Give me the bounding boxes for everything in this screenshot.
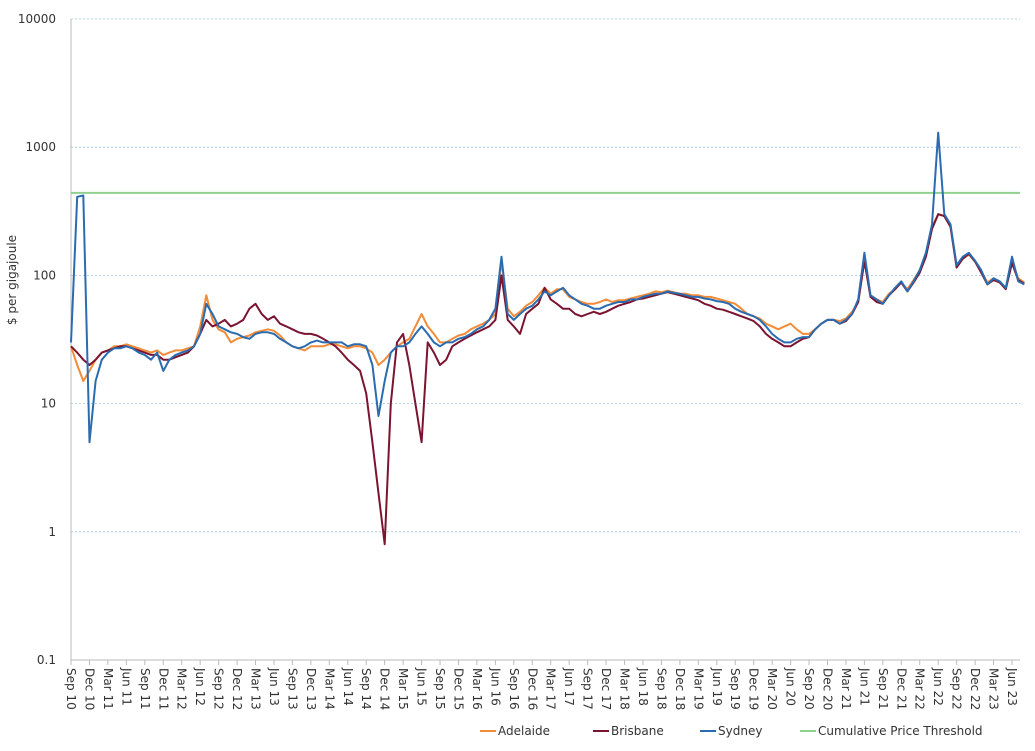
x-tick-label: Sep 20 — [802, 668, 816, 710]
x-tick-label: Jun 17 — [562, 667, 576, 706]
x-tick-label: Sep 19 — [728, 668, 742, 710]
x-tick-label: Dec 15 — [451, 668, 465, 710]
x-tick-label: Dec 12 — [230, 668, 244, 710]
x-tick-label: Sep 17 — [581, 668, 595, 710]
x-tick-label: Dec 14 — [378, 668, 392, 710]
x-tick-label: Mar 14 — [322, 668, 336, 710]
x-tick-label: Mar 16 — [470, 668, 484, 710]
x-tick-label: Jun 13 — [267, 667, 281, 706]
legend-label: Adelaide — [498, 724, 550, 738]
x-tick-label: Mar 23 — [987, 668, 1001, 710]
x-tick-label: Dec 10 — [82, 668, 96, 710]
x-tick-label: Sep 10 — [64, 668, 78, 710]
y-tick-label: 1000 — [25, 140, 56, 154]
series-line — [70, 131, 1025, 444]
x-tick-label: Sep 15 — [433, 668, 447, 710]
x-tick-label: Sep 16 — [507, 668, 521, 710]
x-tick-label: Sep 22 — [950, 668, 964, 710]
x-tick-label: Jun 22 — [931, 667, 945, 706]
x-tick-label: Dec 20 — [820, 668, 834, 710]
x-tick-label: Dec 18 — [673, 668, 687, 710]
x-tick-label: Dec 19 — [747, 668, 761, 710]
x-tick-label: Mar 18 — [618, 668, 632, 710]
x-tick-label: Mar 12 — [175, 668, 189, 710]
x-tick-label: Mar 11 — [101, 668, 115, 710]
y-tick-label: 100 — [33, 268, 56, 282]
x-tick-label: Dec 22 — [968, 668, 982, 710]
legend-label: Brisbane — [611, 724, 664, 738]
x-tick-label: Sep 14 — [359, 668, 373, 710]
x-tick-label: Sep 12 — [212, 668, 226, 710]
x-tick-label: Mar 15 — [396, 668, 410, 710]
x-tick-label: Jun 23 — [1005, 667, 1019, 706]
y-tick-label: 1 — [48, 525, 56, 539]
x-tick-label: Mar 21 — [839, 668, 853, 710]
legend-label: Sydney — [718, 724, 762, 738]
y-tick-label: 0.1 — [37, 653, 56, 667]
x-tick-label: Mar 22 — [913, 668, 927, 710]
series-line — [70, 213, 1025, 546]
x-tick-label: Mar 17 — [544, 668, 558, 710]
x-tick-label: Jun 12 — [193, 667, 207, 706]
x-tick-label: Dec 11 — [156, 668, 170, 710]
x-tick-label: Mar 19 — [691, 668, 705, 710]
x-tick-label: Jun 18 — [636, 667, 650, 706]
x-tick-label: Mar 20 — [765, 668, 779, 710]
x-tick-label: Jun 19 — [710, 667, 724, 706]
x-tick-label: Jun 21 — [857, 667, 871, 706]
x-tick-label: Sep 21 — [876, 668, 890, 710]
x-tick-label: Sep 11 — [138, 668, 152, 710]
x-tick-label: Sep 13 — [285, 668, 299, 710]
x-tick-label: Dec 17 — [599, 668, 613, 710]
x-tick-label: Dec 21 — [894, 668, 908, 710]
x-tick-label: Jun 15 — [415, 667, 429, 706]
x-tick-label: Jun 14 — [341, 667, 355, 706]
x-tick-label: Sep 18 — [654, 668, 668, 710]
x-tick-label: Jun 20 — [784, 667, 798, 706]
legend-label: Cumulative Price Threshold — [818, 724, 983, 738]
x-tick-label: Mar 13 — [249, 668, 263, 710]
x-tick-label: Jun 11 — [119, 667, 133, 706]
x-tick-label: Dec 16 — [525, 668, 539, 710]
series-line — [70, 213, 1025, 382]
y-axis-title: $ per gigajoule — [5, 235, 19, 325]
x-tick-label: Dec 13 — [304, 668, 318, 710]
x-tick-label: Jun 16 — [488, 667, 502, 706]
y-tick-label: 10 — [41, 397, 56, 411]
y-tick-label: 10000 — [18, 12, 56, 26]
